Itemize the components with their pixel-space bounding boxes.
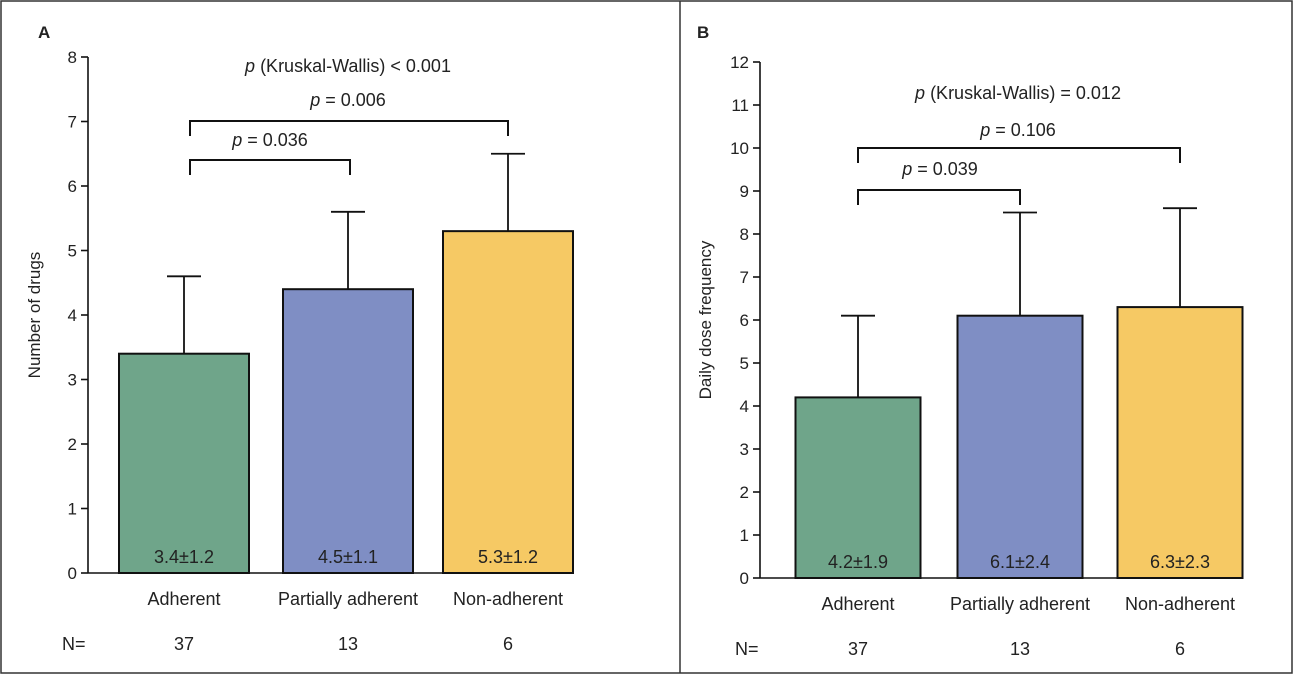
bar-value-label: 4.2±1.9 [828,552,888,572]
y-tick-label: 5 [68,242,77,261]
p-symbol: p [979,120,990,140]
bar-partially-adherent [282,288,414,574]
y-tick-label: 0 [68,564,77,583]
bar-adherent [118,352,250,575]
p-symbol: p [244,56,255,76]
y-tick-label: 2 [740,483,749,502]
panel-b-significance: p (Kruskal-Wallis) = 0.012 p = 0.106 p =… [857,83,1181,205]
panel-a-n-label: N= [62,634,86,654]
panel-b-n-label: N= [735,639,759,659]
panel-b-letter: B [697,23,709,42]
significance-bracket [857,147,1181,163]
category-label: Partially adherent [950,594,1090,614]
p-symbol: p [231,130,242,150]
comparison-p-text: = 0.006 [320,90,386,110]
y-tick-label: 1 [740,526,749,545]
panel-a-comparison-near-p: p = 0.036 [231,130,308,150]
overall-p-text: (Kruskal-Wallis) = 0.012 [925,83,1121,103]
comparison-p-text: = 0.039 [912,159,978,179]
n-value: 6 [1175,639,1185,659]
panel-b-overall-p: p (Kruskal-Wallis) = 0.012 [914,83,1121,103]
y-tick-label: 2 [68,435,77,454]
category-label: Partially adherent [278,589,418,609]
y-tick-label: 6 [740,311,749,330]
bar-value-label: 4.5±1.1 [318,547,378,567]
panel-b-category-labels: Adherent 37 Partially adherent 13 Non-adhere… [821,594,1235,659]
panel-a: A Number of drugs 0 1 2 3 4 5 6 7 8 3.4±1.2 4.5±1… [25,23,574,654]
y-tick-label: 4 [740,397,749,416]
panel-a-bars: 3.4±1.2 4.5±1.1 5.3±1.2 [118,152,574,575]
panel-a-overall-p: p (Kruskal-Wallis) < 0.001 [244,56,451,76]
p-symbol: p [914,83,925,103]
y-tick-label: 4 [68,306,77,325]
significance-bracket [189,120,509,136]
y-tick-label: 0 [740,569,749,588]
bar-value-label: 6.3±2.3 [1150,552,1210,572]
bar-adherent [794,396,922,579]
n-value: 37 [174,634,194,654]
y-tick-label: 5 [740,354,749,373]
panel-a-comparison-far-p: p = 0.006 [309,90,386,110]
panel-b-comparison-far-p: p = 0.106 [979,120,1056,140]
category-label: Adherent [147,589,220,609]
panel-a-significance: p (Kruskal-Wallis) < 0.001 p = 0.006 p =… [189,56,509,175]
y-tick-label: 1 [68,500,77,519]
panel-a-category-labels: Adherent 37 Partially adherent 13 Non-adhere… [147,589,563,654]
panel-b-bars: 4.2±1.9 6.1±2.4 6.3±2.3 [794,207,1244,579]
panel-b-y-axis-title: Daily dose frequency [696,240,715,399]
comparison-p-text: = 0.036 [242,130,308,150]
bar-value-label: 6.1±2.4 [990,552,1050,572]
panel-b-comparison-near-p: p = 0.039 [901,159,978,179]
panel-a-y-axis-title: Number of drugs [25,252,44,379]
y-tick-label: 10 [730,139,749,158]
y-tick-label: 7 [740,268,749,287]
panel-a-letter: A [38,23,50,42]
overall-p-text: (Kruskal-Wallis) < 0.001 [255,56,451,76]
y-tick-label: 12 [730,53,749,72]
y-tick-label: 3 [740,440,749,459]
p-symbol: p [901,159,912,179]
y-tick-label: 3 [68,371,77,390]
y-tick-label: 9 [740,182,749,201]
n-value: 13 [1010,639,1030,659]
bar-partially-adherent [956,314,1084,579]
category-label: Non-adherent [453,589,563,609]
n-value: 6 [503,634,513,654]
bar-non-adherent [442,230,574,574]
comparison-p-text: = 0.106 [990,120,1056,140]
category-label: Adherent [821,594,894,614]
panel-b: B Daily dose frequency 0123456789101112 … [696,23,1244,659]
significance-bracket [857,189,1021,205]
y-tick-label: 11 [731,96,749,115]
bar-value-label: 5.3±1.2 [478,547,538,567]
y-tick-label: 8 [68,48,77,67]
bar-value-label: 3.4±1.2 [154,547,214,567]
bar-non-adherent [1116,306,1244,579]
y-tick-label: 6 [68,177,77,196]
y-tick-label: 7 [68,113,77,132]
significance-bracket [189,159,351,175]
n-value: 37 [848,639,868,659]
p-symbol: p [309,90,320,110]
category-label: Non-adherent [1125,594,1235,614]
n-value: 13 [338,634,358,654]
y-tick-label: 8 [740,225,749,244]
